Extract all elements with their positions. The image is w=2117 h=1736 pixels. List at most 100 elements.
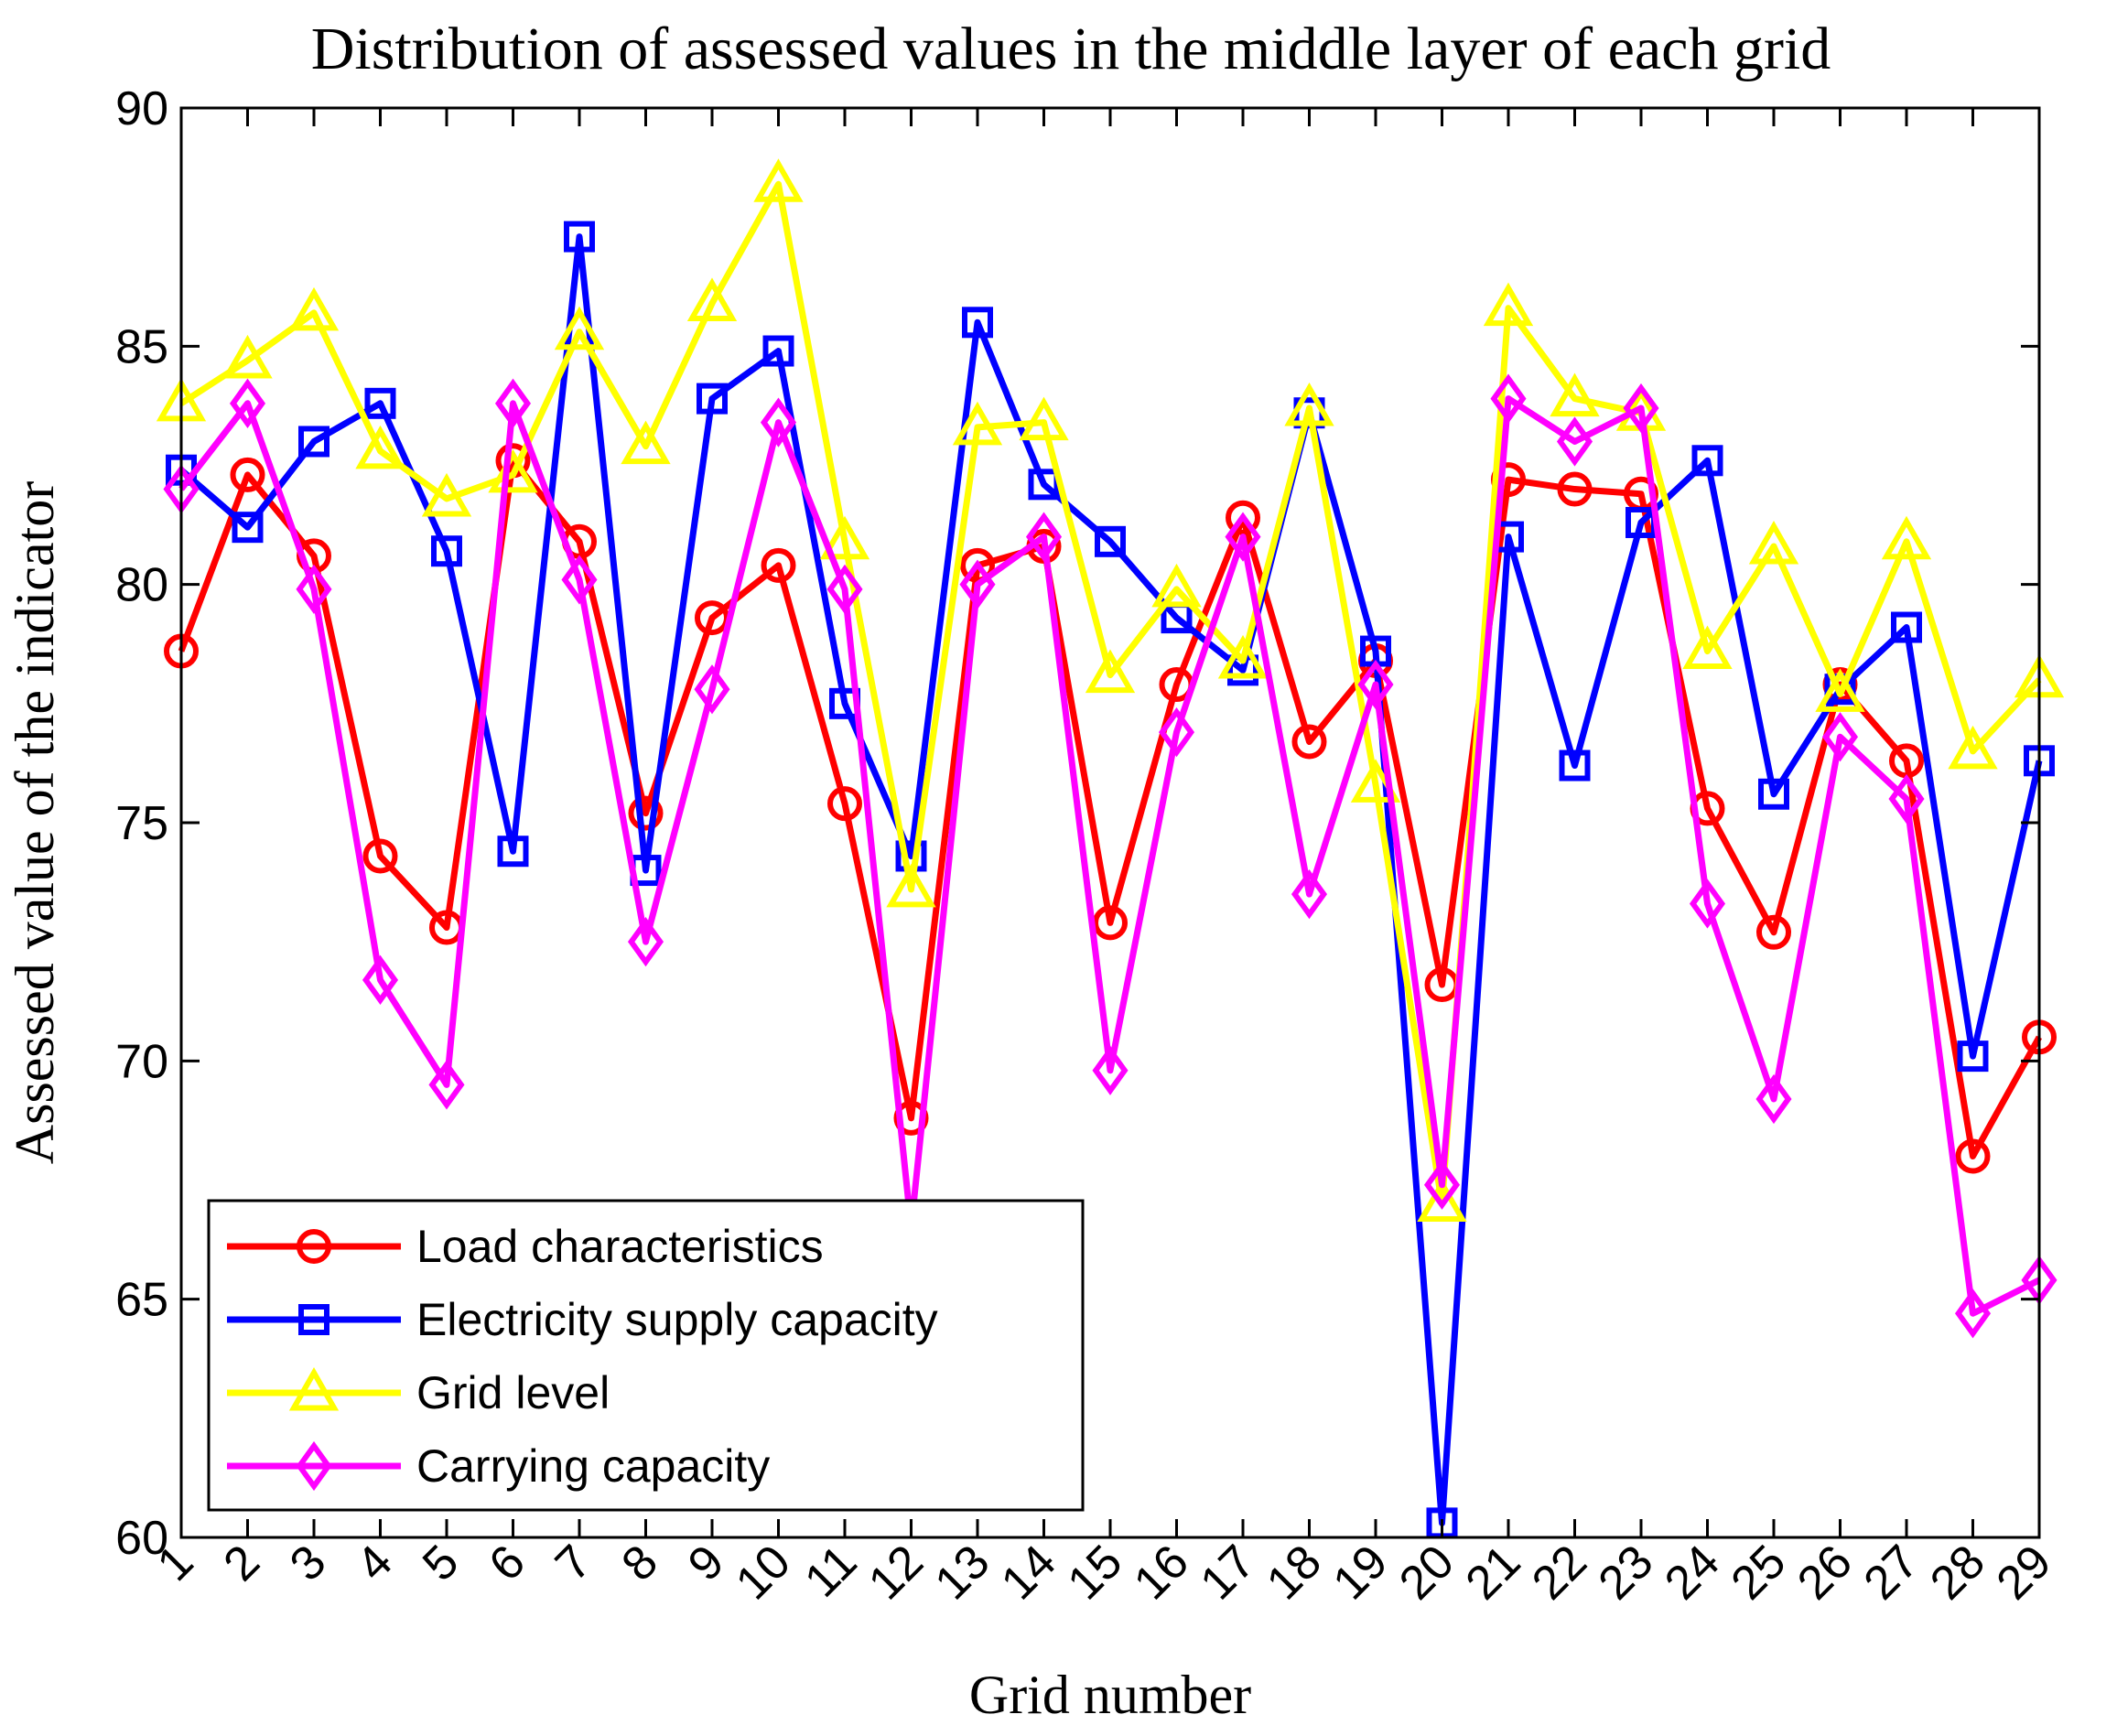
data-point [1954,1289,1992,1339]
data-point [1758,778,1789,810]
legend-item: Carrying capacity [227,1440,770,1492]
legend-marker [298,1304,329,1335]
data-point [628,795,664,831]
data-point [1756,914,1791,950]
data-point [819,515,870,560]
legend-label: Grid level [416,1367,610,1418]
legend: Load characteristics Electricity supply c… [207,1199,1085,1512]
x-axis-label: Grid number [969,1665,1251,1725]
series-3 [156,158,2065,1223]
data-point [362,838,398,874]
data-point [826,564,863,615]
data-point [753,158,804,202]
data-point [1881,515,1932,560]
data-point [1815,668,1865,712]
data-point [355,425,405,469]
data-point [893,1100,929,1136]
data-point [1821,712,1859,762]
legend-box [207,1199,1085,1512]
data-point [431,535,462,567]
legend-label: Electricity supply capacity [416,1294,938,1345]
data-point [959,559,996,609]
data-point [1284,382,1334,426]
y-tick-label: 70 [115,1035,168,1088]
data-point [1948,725,1998,770]
data-point [686,277,738,321]
data-point [1957,1041,1989,1073]
data-point [497,836,529,868]
data-point [1557,471,1593,507]
series-4 [163,373,2058,1339]
data-point [1357,659,1394,710]
data-point [1623,383,1659,434]
data-point [1085,649,1136,694]
y-tick-label: 80 [115,559,168,612]
data-point [1217,634,1269,679]
series-line [179,180,2042,1208]
data-point [827,786,862,822]
data-point [761,547,796,583]
data-point [1028,469,1060,501]
data-point [1682,625,1733,670]
data-point [1423,1159,1461,1210]
data-point [627,917,664,967]
data-point [232,512,264,544]
data-point [1691,445,1723,477]
data-point [1888,773,1925,825]
data-point [428,1060,465,1110]
y-tick-label: 60 [115,1512,168,1565]
legend-marker [297,1229,331,1264]
legend-marker [288,1366,340,1411]
data-point [1490,373,1527,424]
data-point [1556,416,1593,467]
series-layer [156,158,2065,1539]
data-point [561,555,598,605]
data-point [1225,512,1261,562]
legend-label: Carrying capacity [416,1440,770,1492]
legend-item: Load characteristics [227,1221,824,1272]
data-point [1226,500,1260,535]
y-tick-label: 65 [115,1274,168,1327]
data-point [298,426,329,458]
data-point [1891,611,1922,643]
data-point [230,457,265,492]
data-point [488,448,538,493]
data-point [364,387,396,419]
y-tick-label: 75 [115,797,168,850]
legend-marker [296,1440,332,1492]
data-point [1550,372,1600,417]
data-point [421,472,472,517]
chart-title: Distribution of assessed values in the m… [311,16,1831,82]
y-tick-label: 90 [115,82,168,135]
data-point [1025,512,1063,562]
y-axis-label: Assessed value of the indicator [5,481,65,1164]
data-point [1483,282,1534,327]
data-point [296,564,332,615]
data-point [554,306,605,350]
data-point [222,334,273,379]
y-tick-label: 85 [115,320,168,373]
data-point [1151,563,1202,608]
data-point [229,378,266,428]
data-point [694,664,730,715]
data-point [886,863,936,908]
legend-item: Grid level [227,1366,610,1418]
data-point [288,286,340,331]
legend-label: Load characteristics [416,1221,824,1272]
data-point [962,307,993,339]
data-point [1095,525,1126,557]
data-point [1019,396,1069,441]
data-point [760,397,797,447]
data-point [1689,879,1726,929]
data-point [1093,905,1128,941]
legend-item: Electricity supply capacity [227,1294,938,1345]
data-point [494,378,532,428]
data-point [362,954,399,1005]
data-point [1748,520,1799,565]
data-point [564,221,595,253]
data-point [1092,1045,1129,1095]
data-point [960,547,995,583]
data-point [1291,868,1328,920]
data-point [1559,749,1591,782]
